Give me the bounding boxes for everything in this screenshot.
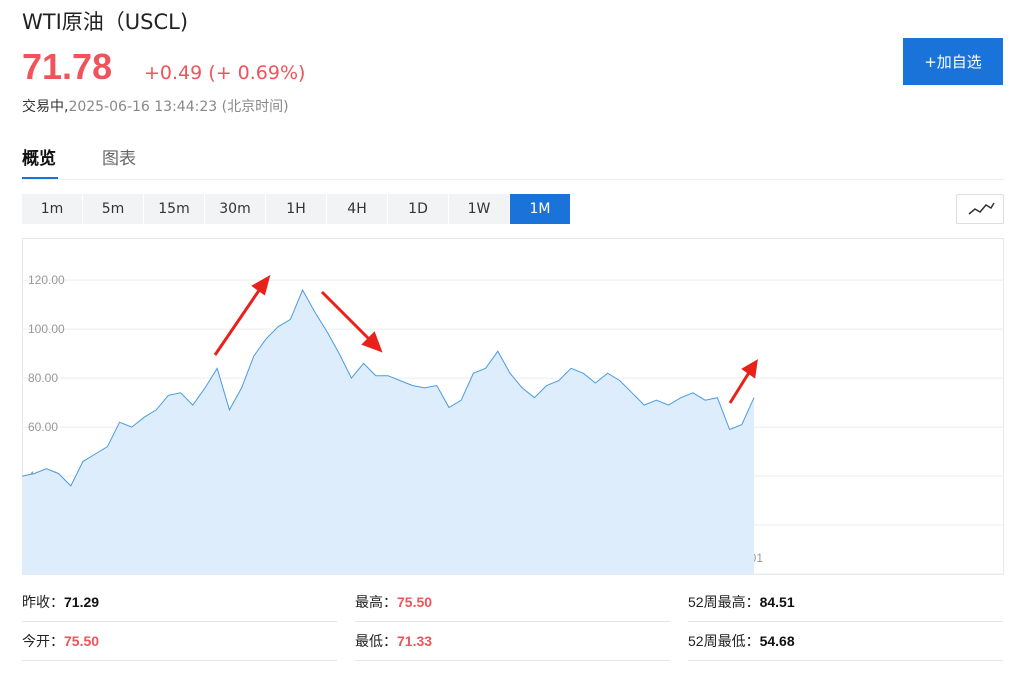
divider [22, 179, 1004, 180]
stat-value: 71.33 [397, 633, 433, 649]
y-tick-label: 100.00 [28, 322, 65, 336]
status-line: 交易中,2025-06-16 13:44:23 (北京时间) [22, 96, 289, 116]
stat: 今开：75.50 [22, 631, 99, 651]
stat-divider [688, 621, 1003, 622]
period-bar: 1m 5m 15m 30m 1H 4H 1D 1W 1M [22, 194, 570, 224]
period-button[interactable]: 1D [388, 194, 448, 224]
tab[interactable]: 图表 [102, 149, 136, 169]
period-button[interactable]: 1W [449, 194, 509, 224]
stat-label: 今开： [22, 633, 64, 649]
tab-underline [22, 177, 58, 180]
y-tick-label: 120.00 [28, 273, 65, 287]
stat-value: 75.50 [397, 594, 433, 610]
y-tick-label: 60.00 [28, 420, 58, 434]
stat-value: 75.50 [64, 633, 100, 649]
stat-label: 52周最低： [688, 633, 760, 649]
stat-label: 52周最高： [688, 594, 760, 610]
stat: 52周最高：84.51 [688, 592, 795, 612]
arrow [213, 285, 264, 356]
period-button[interactable]: 1m [22, 194, 82, 224]
stat-label: 昨收： [22, 594, 64, 610]
stat: 最低：71.33 [355, 631, 432, 651]
change: +0.49 (+ 0.69%) [144, 62, 305, 84]
stat-value: 84.51 [759, 594, 795, 610]
y-tick-label: 80.00 [28, 371, 58, 385]
stat-label: 最高： [355, 594, 397, 610]
icon [968, 202, 995, 215]
arrow [320, 290, 374, 344]
tab[interactable]: 概览 [22, 149, 56, 169]
chart: 0.0020.0040.0060.0080.00100.00120.0004/0… [22, 238, 1004, 575]
stat: 昨收：71.29 [22, 592, 99, 612]
change-abs: +0.49 [144, 62, 203, 84]
stat-value: 54.68 [759, 633, 795, 649]
line [22, 288, 755, 487]
stat-divider [355, 660, 670, 661]
period-button[interactable]: 5m [83, 194, 143, 224]
chart-type-button[interactable] [956, 194, 1004, 224]
arrow-head [741, 359, 758, 379]
stat-label: 最低： [355, 633, 397, 649]
title: WTI原油（USCL) [22, 10, 189, 34]
watch-button[interactable]: +加自选 [903, 38, 1003, 85]
period-button[interactable]: 1M [510, 194, 570, 224]
price: 71.78 [22, 46, 113, 87]
arrow-head [251, 274, 271, 296]
stat-divider [22, 621, 337, 622]
change-pct: (+ 0.69%) [208, 62, 306, 84]
status: 交易中, [22, 99, 69, 115]
period-button[interactable]: 30m [205, 194, 265, 224]
arrow [728, 370, 752, 404]
timezone: (北京时间) [221, 99, 289, 115]
stat: 52周最低：54.68 [688, 631, 795, 651]
timestamp: 2025-06-16 13:44:23 [68, 99, 218, 115]
period-button[interactable]: 15m [144, 194, 204, 224]
area [22, 290, 754, 574]
annotations [213, 274, 758, 404]
stat: 最高：75.50 [355, 592, 432, 612]
period-button[interactable]: 4H [327, 194, 387, 224]
period-button[interactable]: 1H [266, 194, 326, 224]
stat-divider [22, 660, 337, 661]
stat-divider [688, 660, 1003, 661]
stat-divider [355, 621, 670, 622]
stat-value: 71.29 [64, 594, 100, 610]
arrow-head [361, 331, 383, 353]
